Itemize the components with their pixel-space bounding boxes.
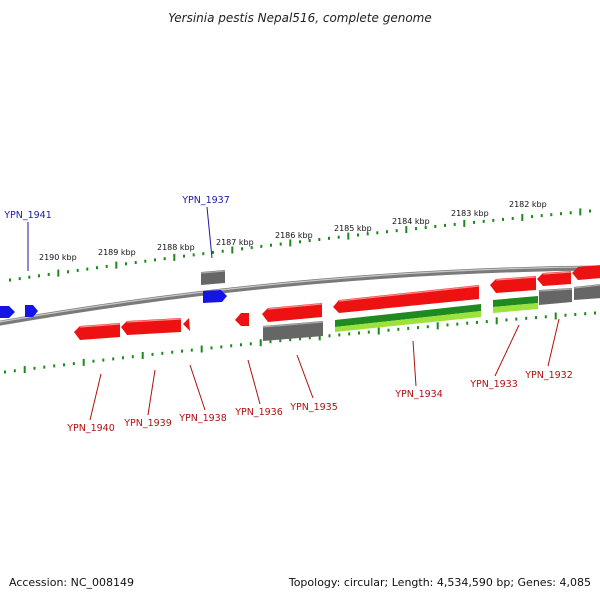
gene-arrow-reverse[interactable] (537, 271, 571, 286)
gene-arrow-reverse[interactable] (262, 303, 322, 322)
gene-highlights (79, 271, 572, 328)
rna-gene-dark[interactable] (493, 296, 538, 307)
genome-summary-text: Topology: circular; Length: 4,534,590 bp… (288, 576, 591, 589)
pseudo-gene-block[interactable] (201, 270, 225, 285)
scale-ticks-top (9, 208, 591, 282)
scale-label: 2187 kbp (216, 238, 254, 247)
gene-arrow-reverse[interactable] (121, 318, 181, 335)
gene-label[interactable]: YPN_1939 (123, 418, 172, 429)
scale-labels: 2190 kbp 2189 kbp 2188 kbp 2187 kbp 2186… (39, 200, 547, 262)
rna-gene-light[interactable] (493, 303, 538, 313)
genome-backbone-highlight (0, 266, 600, 323)
map-title: Yersinia pestis Nepal516, complete genom… (168, 11, 431, 25)
gene-label[interactable]: YPN_1934 (394, 389, 443, 400)
rna-genes (335, 296, 538, 332)
scale-ticks-bottom (4, 311, 596, 374)
pseudo-gene-highlights (262, 284, 600, 328)
gene-arrow-reverse[interactable] (333, 285, 479, 313)
gene-arrow-reverse[interactable] (572, 265, 600, 280)
pseudo-gene-highlight (200, 270, 226, 274)
rna-gene-light[interactable] (335, 311, 481, 332)
scale-label: 2189 kbp (98, 248, 136, 257)
gene-label[interactable]: YPN_1935 (289, 402, 338, 413)
scale-label: 2182 kbp (509, 200, 547, 209)
rna-gene-dark[interactable] (335, 304, 481, 327)
gene-label[interactable]: YPN_1938 (178, 413, 227, 424)
genome-backbone (0, 265, 600, 326)
gene-label[interactable]: YPN_1932 (524, 370, 573, 381)
scale-label: 2188 kbp (157, 243, 195, 252)
gene-arrow-forward[interactable] (203, 290, 227, 303)
scale-label: 2186 kbp (275, 231, 313, 240)
gene-label[interactable]: YPN_1941 (3, 210, 52, 221)
accession-text: Accession: NC_008149 (9, 576, 134, 589)
gene-label[interactable]: YPN_1940 (66, 423, 115, 434)
forward-genes (0, 270, 227, 318)
scale-label: 2185 kbp (334, 224, 372, 233)
scale-label: 2183 kbp (451, 209, 489, 218)
pseudo-genes (262, 284, 600, 341)
gene-arrow-reverse[interactable] (74, 323, 120, 340)
label-leaders (27, 206, 560, 421)
gene-label[interactable]: YPN_1937 (181, 195, 230, 206)
scale-label: 2184 kbp (392, 217, 430, 226)
gene-arrow-forward[interactable] (25, 305, 38, 317)
gene-arrow-reverse[interactable] (490, 276, 536, 293)
gene-labels: YPN_1941 YPN_1937 YPN_1940 YPN_1939 YPN_… (3, 195, 573, 434)
scale-label: 2190 kbp (39, 253, 77, 262)
gene-label[interactable]: YPN_1933 (469, 379, 518, 390)
pseudo-gene-block[interactable] (539, 288, 572, 305)
gene-arrow-forward[interactable] (0, 306, 15, 318)
gene-label[interactable]: YPN_1936 (234, 407, 283, 418)
pseudo-gene-block[interactable] (574, 284, 600, 300)
gene-arrow-reverse[interactable] (235, 313, 249, 326)
gene-arrow-reverse[interactable] (183, 318, 190, 331)
reverse-genes (74, 265, 600, 340)
